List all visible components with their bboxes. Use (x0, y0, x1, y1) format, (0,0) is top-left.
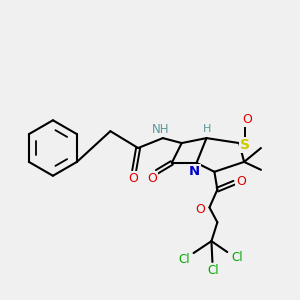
Text: S: S (240, 138, 250, 152)
Text: O: O (147, 172, 157, 185)
Text: O: O (242, 113, 252, 126)
Text: O: O (236, 175, 246, 188)
Text: Cl: Cl (208, 264, 219, 278)
Text: N: N (189, 165, 200, 178)
Text: O: O (196, 203, 206, 216)
Text: Cl: Cl (231, 251, 243, 265)
Text: H: H (203, 124, 212, 134)
Text: NH: NH (152, 123, 169, 136)
Text: O: O (128, 172, 138, 185)
Text: Cl: Cl (179, 254, 190, 266)
